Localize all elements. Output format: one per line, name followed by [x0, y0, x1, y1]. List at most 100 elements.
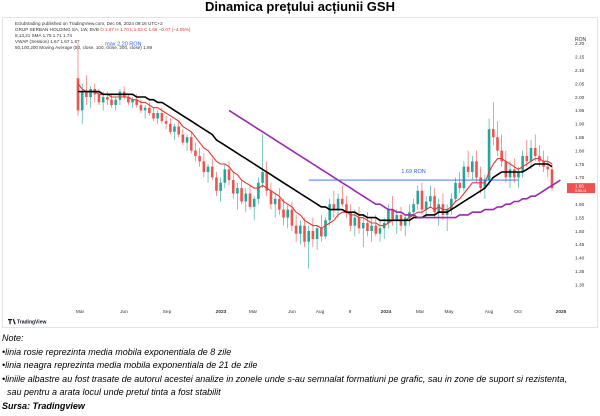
- note-line-3-text: liniile albastre au fost trasate de auto…: [5, 373, 567, 384]
- notes-heading: Note:: [2, 333, 24, 343]
- candle-body: [202, 161, 206, 173]
- candle-body: [80, 91, 84, 111]
- chart-published-line: Eclubtrading published on TradingView.co…: [15, 21, 163, 26]
- candle-body: [97, 94, 101, 103]
- candle-body: [236, 188, 239, 194]
- candle-body: [181, 134, 185, 143]
- x-tick-label: 2025: [556, 309, 567, 315]
- y-tick-label: 2.00: [575, 95, 585, 101]
- candle-body: [135, 99, 139, 106]
- x-tick-label: Aug: [485, 309, 494, 315]
- ema-21-line: [78, 90, 553, 222]
- candle-body: [491, 129, 495, 138]
- current-price-tag: [567, 183, 595, 194]
- note-line-4: sau pentru a arata locul unde pretul tin…: [7, 387, 221, 398]
- candle-body: [194, 150, 197, 156]
- candle-body: [118, 91, 122, 100]
- x-tick-label: 9: [349, 309, 352, 315]
- candle-body: [546, 166, 550, 170]
- candle-body: [198, 155, 201, 162]
- candle-body: [307, 231, 311, 242]
- candle-body: [244, 193, 248, 202]
- candle-body: [529, 147, 533, 162]
- y-tick-label: 2.05: [575, 81, 585, 87]
- ema-8-line: [77, 83, 553, 229]
- note-line-3: •liniile albastre au fost trasate de aut…: [2, 373, 567, 384]
- y-tick-label: 1.35: [575, 269, 585, 275]
- candle-body: [177, 126, 180, 135]
- note-line-1: •linia rosie reprezinta media mobila exp…: [2, 346, 232, 357]
- candle-body: [420, 190, 424, 210]
- candle-body: [349, 212, 352, 226]
- candle-body: [324, 220, 327, 237]
- chart-symbol-line: GRUP SERBAN HOLDING SA, 1W, BVB O 1.67 H…: [15, 27, 190, 32]
- y-tick-label: 2.15: [575, 55, 585, 61]
- x-tick-label: Jun: [120, 309, 128, 315]
- candle-body: [85, 91, 88, 97]
- candle-body: [336, 198, 340, 210]
- candle-body: [378, 228, 382, 234]
- candle-body: [231, 180, 235, 194]
- candle-body: [223, 169, 227, 183]
- candle-body: [139, 105, 143, 111]
- note-line-2-text: linia neagra reprezinta media mobila exp…: [5, 360, 258, 371]
- candle-body: [496, 137, 499, 151]
- candle-body: [361, 222, 365, 229]
- candle-body: [148, 107, 151, 114]
- candle-body: [248, 193, 252, 207]
- candle-body: [160, 113, 164, 122]
- candle-body: [433, 196, 436, 213]
- page-title: Dinamica prețului acțiunii GSH: [205, 0, 395, 14]
- candle-body: [265, 172, 269, 191]
- vwap-legend-text: VWAP (Session) 1.67 1.67 1.67: [15, 39, 80, 44]
- y-tick-label: 2.20: [575, 41, 585, 47]
- notes-block: Note: •linia rosie reprezinta media mobi…: [2, 332, 598, 414]
- y-tick-label: 1.60: [575, 202, 585, 208]
- candle-body: [189, 137, 193, 151]
- candle-body: [101, 97, 105, 103]
- candle-body: [500, 150, 503, 162]
- x-tick-label: Oct: [514, 309, 522, 315]
- moving-average-line: [228, 109, 561, 219]
- candle-body: [319, 228, 323, 237]
- chart-panel: Eclubtrading published on TradingView.co…: [2, 17, 598, 328]
- vwap-legend: VWAP (Session) 1.67 1.67 1.67: [15, 39, 80, 44]
- x-tick-label: Sep: [163, 309, 172, 315]
- x-tick-label: Jun: [288, 309, 296, 315]
- candle-body: [454, 182, 457, 199]
- candle-body: [424, 201, 428, 210]
- candle-body: [374, 225, 378, 234]
- note-line-2: •linia neagra reprezinta media mobila ex…: [2, 360, 258, 371]
- x-tick-label: Mar: [249, 309, 258, 315]
- candle-body: [328, 204, 331, 221]
- y-tick-label: 1.95: [575, 108, 585, 114]
- y-tick-label: 1.50: [575, 229, 585, 235]
- candle-body: [106, 97, 109, 100]
- candle-body: [110, 99, 113, 106]
- candle-body: [303, 225, 306, 242]
- candle-body: [89, 88, 92, 97]
- y-tick-label: 1.75: [575, 162, 585, 168]
- candle-body: [131, 99, 134, 103]
- candle-body: [299, 225, 302, 234]
- candle-body: [366, 222, 369, 231]
- candle-body: [487, 129, 491, 181]
- ohlc-values: O 1.67 H 1.70 L 1.63 C 1.66 −0.07 (−4.05…: [100, 27, 191, 32]
- candle-body: [403, 217, 407, 226]
- candle-body: [143, 107, 147, 111]
- candle-body: [340, 198, 344, 205]
- candle-body: [387, 209, 390, 223]
- candle-body: [152, 113, 155, 119]
- candle-body: [273, 198, 277, 205]
- price-axis-label: RON: [575, 37, 587, 43]
- y-tick-label: 1.45: [575, 242, 585, 248]
- max-price-label: max 2.20 RON: [105, 41, 141, 47]
- candle-body: [286, 209, 290, 218]
- y-tick-label: 1.80: [575, 148, 585, 154]
- candle-body: [127, 97, 130, 103]
- candle-body: [550, 169, 554, 189]
- candle-body: [240, 188, 243, 202]
- candle-body: [164, 121, 168, 124]
- candle-body: [357, 217, 361, 229]
- annotation-label: 1.69 RON: [401, 169, 425, 175]
